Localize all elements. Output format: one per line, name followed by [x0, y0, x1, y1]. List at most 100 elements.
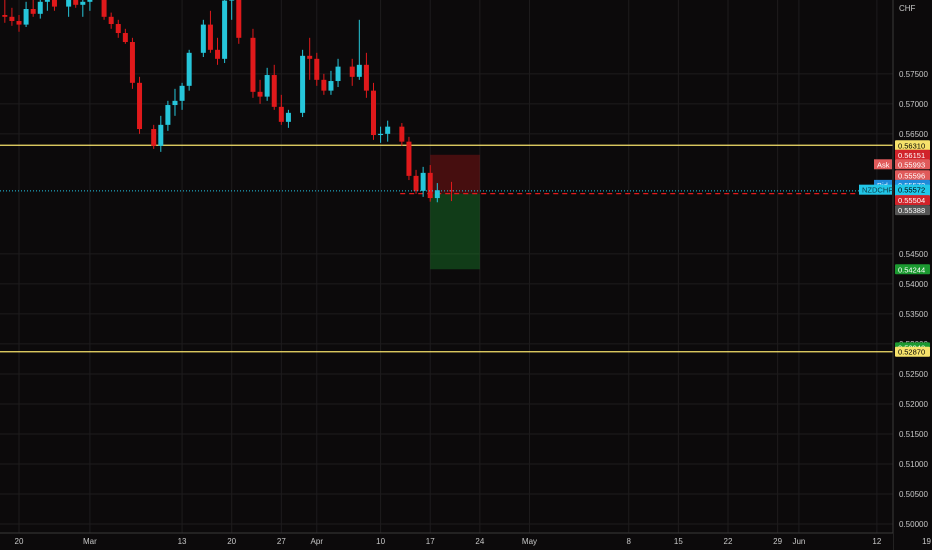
price-tick-label: 0.57500 [899, 70, 928, 79]
candle-body [80, 1, 86, 5]
time-tick-label: 19 [922, 537, 931, 546]
candle-body [406, 141, 412, 176]
price-badge [895, 140, 930, 151]
time-tick-label: 27 [277, 537, 286, 546]
grid-lines [0, 0, 928, 533]
price-badge [895, 346, 930, 357]
time-tick-label: 8 [627, 537, 632, 546]
candle-body [2, 15, 8, 17]
candle-body [129, 42, 135, 83]
badge-tag [874, 159, 892, 170]
time-tick-label: May [522, 537, 537, 546]
candle-body [427, 172, 433, 199]
price-badge-text: 0.56310 [898, 141, 925, 150]
price-tick-label: 0.56500 [899, 130, 928, 139]
candle-body [23, 9, 29, 25]
price-tick-label: 0.54000 [899, 280, 928, 289]
price-badge [895, 170, 930, 181]
candle-body [349, 66, 355, 77]
candle-body [335, 66, 341, 82]
candle-body [179, 85, 185, 101]
currency-label: CHF [899, 4, 916, 13]
price-badge [895, 264, 930, 275]
price-tick-label: 0.52000 [899, 400, 928, 409]
candle-body [314, 58, 320, 80]
candle-body [328, 81, 334, 91]
time-tick-label: 15 [674, 537, 683, 546]
candle-body [87, 0, 93, 2]
price-badge-text: 0.52870 [898, 348, 925, 357]
price-tick-label: 0.50000 [899, 520, 928, 529]
candle-body [264, 75, 270, 97]
candle-body [378, 133, 384, 136]
take-profit-zone[interactable] [430, 193, 480, 270]
candles-series [2, 0, 454, 203]
time-tick-label: 22 [724, 537, 733, 546]
price-badge-text: 0.54244 [898, 265, 925, 274]
candle-body [215, 49, 221, 59]
candle-body [115, 24, 121, 34]
candle-body [122, 33, 128, 43]
candle-body [236, 0, 242, 38]
candle-body [399, 126, 405, 142]
price-tick-label: 0.57000 [899, 100, 928, 109]
position-tool[interactable] [400, 154, 893, 270]
candle-body [300, 55, 306, 113]
candle-body [413, 175, 419, 191]
time-tick-label: 29 [773, 537, 782, 546]
time-tick-labels: 20 Mar 13 20 27 Apr 10 17 24 May 8 15 22 29 Jun 12 19 [15, 537, 932, 546]
candle-body [66, 0, 72, 7]
candle-body [9, 16, 15, 22]
candle-body [307, 55, 313, 59]
price-tick-label: 0.51000 [899, 460, 928, 469]
price-badge-text: 0.55504 [898, 196, 925, 205]
candle-body [434, 190, 440, 199]
candle-body [30, 9, 36, 14]
candle-body [165, 105, 171, 125]
price-tick-label: 0.51500 [899, 430, 928, 439]
candle-body [172, 100, 178, 106]
time-tick-label: 12 [872, 537, 881, 546]
candle-body [385, 126, 391, 134]
symbol-tag [859, 184, 892, 195]
candle-body [51, 0, 57, 7]
candle-body [271, 75, 277, 107]
price-axis[interactable] [893, 0, 932, 550]
time-tick-label: Apr [311, 537, 324, 546]
time-axis[interactable] [0, 533, 893, 550]
price-badge [895, 195, 930, 206]
candle-body [200, 24, 206, 53]
time-tick-label: 20 [227, 537, 236, 546]
time-tick-label: 17 [426, 537, 435, 546]
candle-body [151, 129, 157, 146]
candle-body [278, 106, 284, 122]
time-tick-label: Mar [83, 537, 97, 546]
candle-body [137, 82, 143, 130]
candle-body [73, 0, 79, 5]
candle-body [186, 52, 192, 86]
candle-body [321, 79, 327, 91]
price-badge-text: 0.55572 [898, 186, 925, 195]
candle-body [16, 21, 22, 25]
horizontal-lines[interactable] [0, 144, 893, 353]
candle-body [207, 24, 213, 50]
price-badge [895, 149, 930, 160]
stop-loss-zone[interactable] [430, 154, 480, 194]
candle-body [101, 0, 107, 17]
badge-tag-text: Ask [877, 160, 890, 169]
price-badge [895, 159, 930, 170]
price-badge-text: 0.55596 [898, 171, 925, 180]
time-tick-label: 10 [376, 537, 385, 546]
candle-body [108, 16, 114, 25]
price-badge [895, 205, 930, 216]
symbol-tag-text: NZDCHF [862, 186, 893, 195]
candle-body [448, 190, 454, 192]
candle-body [250, 37, 256, 92]
candle-body [371, 90, 376, 136]
candle-body [229, 0, 235, 1]
candle-body [285, 112, 291, 122]
time-tick-label: 13 [178, 537, 187, 546]
price-badge-text: 0.56151 [898, 151, 925, 160]
